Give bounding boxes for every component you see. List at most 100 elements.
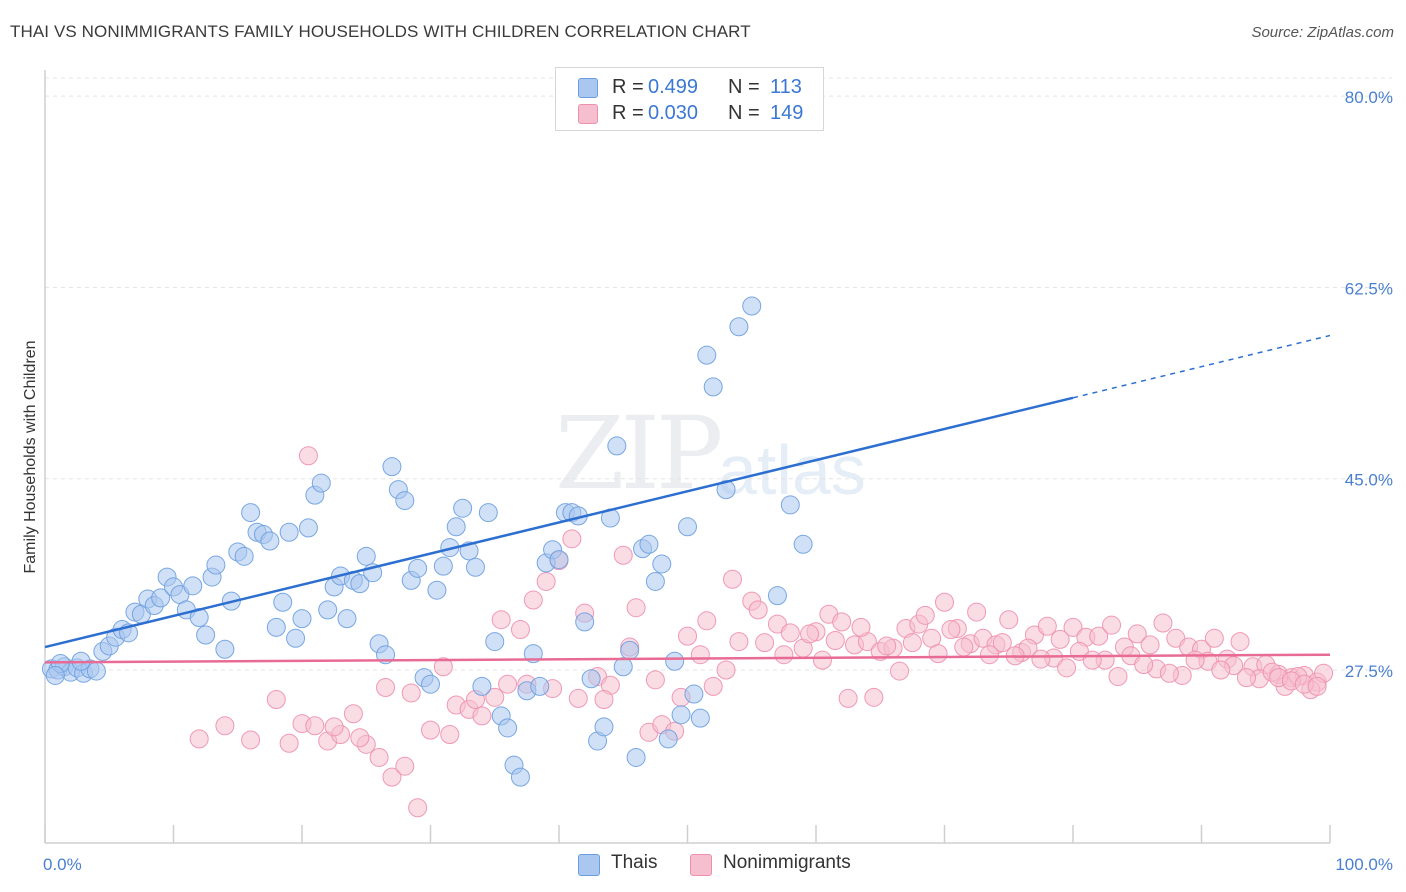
thai-point [260,531,280,551]
thai-point [234,546,254,566]
thai-point [684,684,704,704]
thai-point [86,661,106,681]
nonimmigrants-point [890,661,910,681]
thai-point [45,665,65,685]
thai-point [581,669,601,689]
nonimmigrants-point [433,657,453,677]
bottom-legend-nonimmigrants: Nonimmigrants [690,851,890,877]
nonimmigrants-point [780,623,800,643]
nonimmigrants-point [485,687,505,707]
thai-point [767,586,787,606]
chart-title: THAI VS NONIMMIGRANTS FAMILY HOUSEHOLDS … [10,22,751,41]
thai-point [626,747,646,767]
stats-legend: R = 0.499 N = 113 R = 0.030 N = 149 [555,67,824,131]
thai-point [671,705,691,725]
gridlines [45,77,1392,671]
nonimmigrants-point [1108,667,1128,687]
nonimmigrants-point [1211,660,1231,680]
thai-point [453,498,473,518]
nonimmigrants-point [697,611,717,631]
nonimmigrants-point [838,688,858,708]
thai-swatch [578,78,598,98]
thai-point [421,674,440,694]
thai-point [742,296,762,316]
thai-point [607,436,627,456]
thai-point [427,580,447,600]
nonimmigrants-point [1134,655,1154,675]
nonimmigrants-point [401,683,421,703]
thai-trend-extension [1072,334,1331,399]
thai-point [183,576,203,596]
nonimmigrants-point [851,617,871,637]
thai-point [151,588,171,608]
nonimmigrants-point [215,716,235,736]
nonimmigrants-point [498,674,518,694]
nonimmigrants-point [189,729,209,749]
nonimmigrants-point [1057,658,1077,678]
nonimmigrants-point [832,612,852,632]
thai-point [215,639,235,659]
x-tick-label-min: 0.0% [43,855,82,874]
thai-point [485,632,505,652]
thai-point [465,557,485,577]
nonimmigrants-point [967,602,987,622]
nonimmigrants-point [626,598,646,618]
thai-point [196,625,216,645]
nonimmigrants-point [523,590,543,610]
nonimmigrants-point [1031,649,1051,669]
nonimmigrants-point [305,716,325,736]
nonimmigrants-point [594,690,614,710]
nonimmigrants-point [902,633,922,653]
thai-point [665,651,685,671]
nonimmigrants-point [722,569,742,589]
watermark-zip: ZIP [555,395,723,512]
nonimmigrants-point [755,633,775,653]
thai-point [206,555,226,575]
y-axis-title: Family Households with Children [22,341,39,574]
nonimmigrants-point [935,592,954,612]
thai-point [716,480,736,500]
nonimmigrants-point [992,633,1012,653]
thai-point [433,556,453,576]
legend-r-label: R = [612,102,644,124]
nonimmigrants-point [1037,616,1057,636]
nonimmigrants-trend-line [44,653,1331,664]
thai-point [639,534,659,554]
nonimmigrants-point [613,545,633,565]
nonimmigrants-points [189,446,1334,818]
nonimmigrants-point [472,706,492,726]
nonimmigrants-point [645,670,665,690]
nonimmigrants-point [1159,663,1179,683]
nonimmigrants-swatch [578,104,598,124]
nonimmigrants-point [1102,615,1122,635]
trend-lines [44,334,1331,664]
nonimmigrants-point [1307,676,1327,696]
source-label: Source: ZipAtlas.com [1251,24,1394,41]
thai-point [446,517,466,537]
thai-point [523,644,543,664]
nonimmigrants-point [369,747,389,767]
y-tick-label: 80.0% [1345,88,1393,107]
y-tick-label: 45.0% [1345,471,1393,490]
nonimmigrants-point [979,645,999,665]
nonimmigrants-point [382,767,402,787]
y-tick-label: 27.5% [1345,662,1393,681]
nonimmigrants-point [748,600,768,620]
thai-point [510,767,530,787]
nonimmigrants-point [408,798,428,818]
nonimmigrants-legend-label: Nonimmigrants [723,852,851,873]
nonimmigrants-point [729,632,749,652]
nonimmigrants-point [440,724,460,744]
nonimmigrants-point [491,610,511,630]
thai-point [356,546,376,566]
thai-point [478,503,498,523]
thai-point [613,657,633,677]
legend-nonimmigrants-r: 0.030 [648,102,699,124]
nonimmigrants-point [825,630,845,650]
nonimmigrants-point [703,676,723,696]
y-tick-label: 62.5% [1345,279,1393,298]
thai-point [575,612,595,632]
nonimmigrants-point [954,637,974,657]
thai-point [498,718,518,738]
thai-point [298,518,318,538]
